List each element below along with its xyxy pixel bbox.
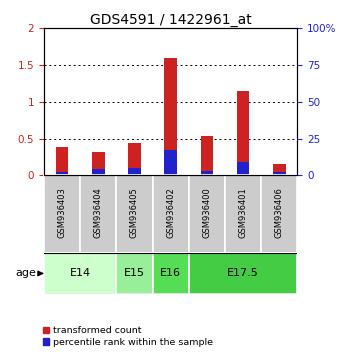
Bar	[189, 253, 297, 294]
Bar	[56, 147, 68, 175]
Bar	[116, 253, 152, 294]
Bar	[189, 175, 225, 253]
Text: age: age	[15, 268, 43, 279]
Text: GSM936400: GSM936400	[202, 187, 211, 238]
Text: E14: E14	[70, 268, 91, 279]
Bar	[225, 175, 261, 253]
Bar	[80, 175, 116, 253]
Text: E16: E16	[160, 268, 181, 279]
Bar	[116, 175, 152, 253]
Text: GSM936402: GSM936402	[166, 187, 175, 238]
Bar	[44, 175, 80, 253]
Title: GDS4591 / 1422961_at: GDS4591 / 1422961_at	[90, 13, 251, 27]
Bar	[152, 175, 189, 253]
Bar	[164, 149, 177, 175]
Bar	[200, 171, 213, 175]
Legend: transformed count, percentile rank within the sample: transformed count, percentile rank withi…	[42, 325, 214, 348]
Text: GSM936406: GSM936406	[275, 187, 284, 238]
Bar	[56, 172, 68, 175]
Text: GSM936404: GSM936404	[94, 187, 103, 238]
Bar	[237, 162, 249, 175]
Bar	[273, 172, 286, 175]
Bar	[128, 168, 141, 175]
Bar	[92, 152, 104, 175]
Bar	[164, 58, 177, 175]
Text: GSM936401: GSM936401	[239, 187, 248, 238]
Bar	[273, 164, 286, 175]
Bar	[128, 143, 141, 175]
Bar	[200, 136, 213, 175]
Text: E15: E15	[124, 268, 145, 279]
Bar	[261, 175, 297, 253]
Text: GSM936403: GSM936403	[57, 187, 67, 238]
Text: GSM936405: GSM936405	[130, 187, 139, 238]
Bar	[92, 169, 104, 175]
Text: E17.5: E17.5	[227, 268, 259, 279]
Bar	[152, 253, 189, 294]
Bar	[237, 91, 249, 175]
Bar	[44, 253, 116, 294]
